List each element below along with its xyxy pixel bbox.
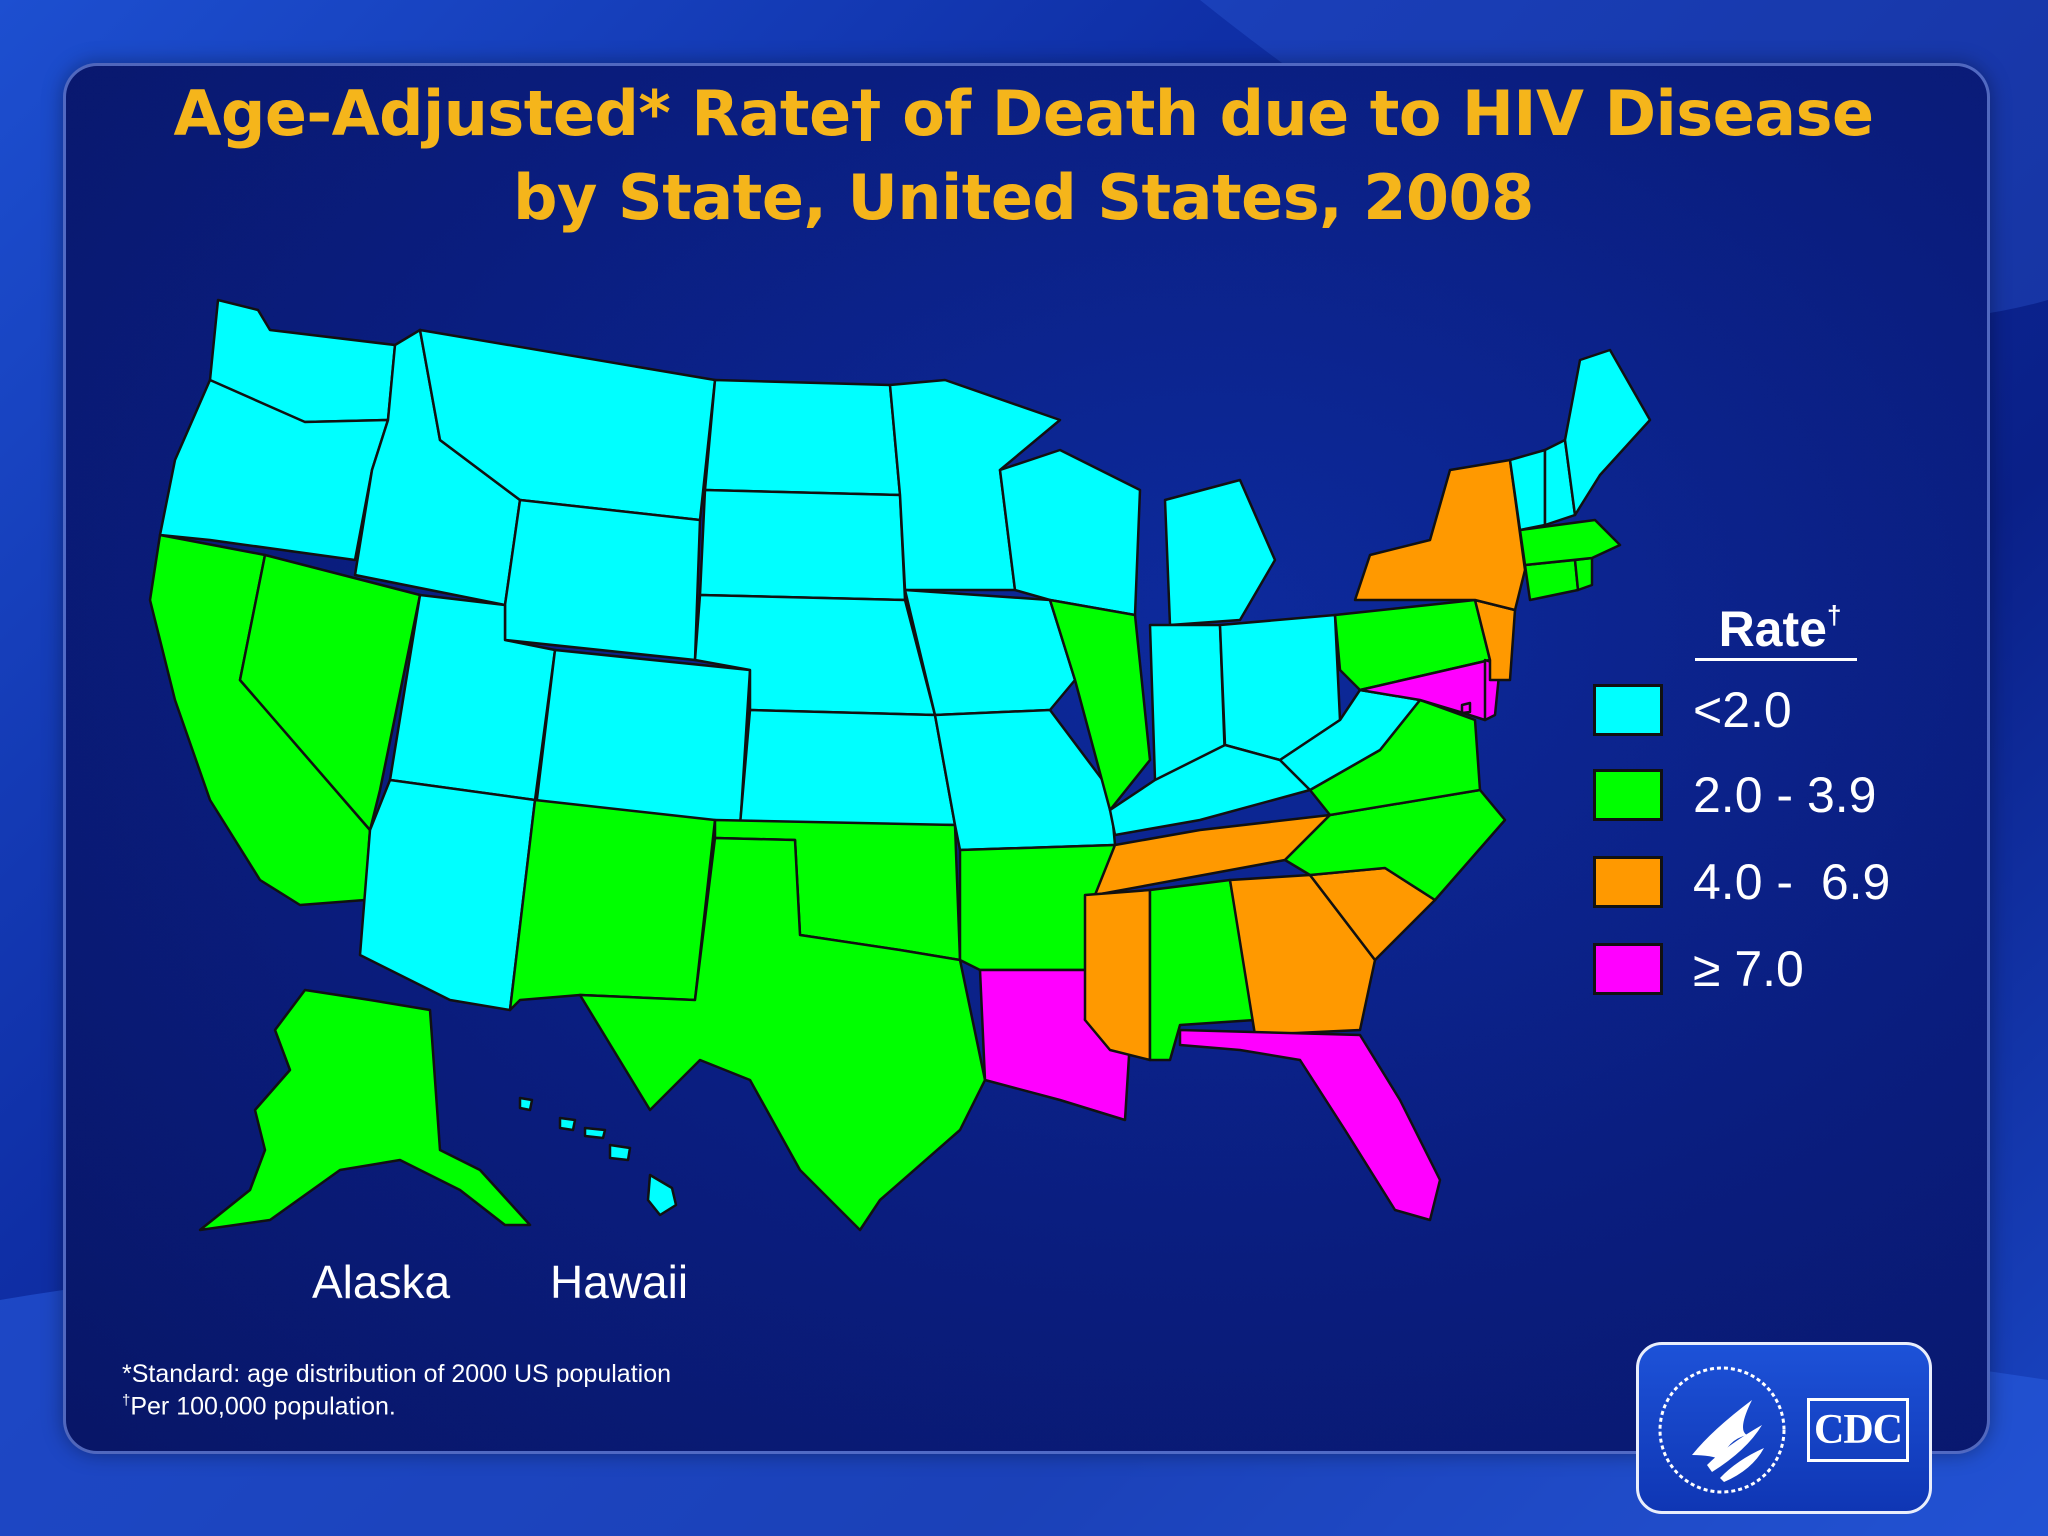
legend-item: <2.0 xyxy=(1593,681,1792,739)
legend-item: ≥ 7.0 xyxy=(1593,940,1804,998)
state-WI xyxy=(998,448,1142,617)
legend-swatch xyxy=(1593,943,1663,995)
state-SD xyxy=(698,488,907,602)
hawaii-kauai xyxy=(518,1096,534,1112)
state-ME xyxy=(1563,348,1652,517)
legend-item: 2.0 - 3.9 xyxy=(1593,766,1876,824)
state-NM xyxy=(508,798,717,1012)
legend-swatch xyxy=(1593,684,1663,736)
footnote-rate: †Per 100,000 population. xyxy=(122,1392,396,1421)
legend-label: ≥ 7.0 xyxy=(1693,941,1804,997)
legend-title-underline xyxy=(1695,658,1857,661)
state-CT xyxy=(1523,558,1580,602)
legend-title: Rate† xyxy=(1718,600,1842,657)
hawaii-maui xyxy=(608,1143,632,1162)
legend-swatch xyxy=(1593,856,1663,908)
cdc-logo-badge xyxy=(1636,1342,1932,1514)
state-NV xyxy=(238,553,422,832)
state-MA xyxy=(1518,518,1622,567)
state-NY xyxy=(1353,458,1527,612)
state-ND xyxy=(703,378,902,497)
map-title-line-1: Age-Adjusted* Rate† of Death due to HIV … xyxy=(173,77,1874,150)
state-FL xyxy=(1178,1028,1442,1222)
hawaii-molokai xyxy=(583,1126,607,1140)
state-RI xyxy=(1573,556,1594,592)
legend-item: 4.0 - 6.9 xyxy=(1593,853,1890,911)
state-IA xyxy=(903,588,1077,717)
legend-label: 2.0 - 3.9 xyxy=(1693,767,1877,823)
state-GA xyxy=(1228,873,1377,1037)
state-OR xyxy=(158,378,390,562)
state-AK xyxy=(198,988,532,1232)
footnote-standard: *Standard: age distribution of 2000 US p… xyxy=(122,1360,671,1388)
state-AZ xyxy=(358,778,537,1012)
state-TX xyxy=(578,836,987,1232)
state-MD xyxy=(1358,658,1492,722)
alaska-label: Alaska xyxy=(312,1256,451,1308)
legend-label: 4.0 - 6.9 xyxy=(1693,854,1891,910)
state-IL xyxy=(1048,598,1152,812)
state-MI xyxy=(1163,478,1277,627)
state-KS xyxy=(738,708,957,827)
state-WY xyxy=(503,498,702,662)
state-MS xyxy=(1083,888,1152,1062)
legend-label: <2.0 xyxy=(1693,682,1792,738)
hawaii-label: Hawaii xyxy=(550,1256,689,1308)
cdc-logo-text: CDC xyxy=(1807,1398,1909,1462)
hawaii-oahu xyxy=(558,1116,577,1132)
legend-swatch xyxy=(1593,769,1663,821)
hawaii-island xyxy=(646,1173,678,1217)
state-HI xyxy=(518,1096,678,1217)
map-title-line-2: by State, United States, 2008 xyxy=(513,161,1534,234)
state-DC xyxy=(1460,701,1472,715)
hhs-eagle-seal-icon xyxy=(1658,1366,1786,1494)
